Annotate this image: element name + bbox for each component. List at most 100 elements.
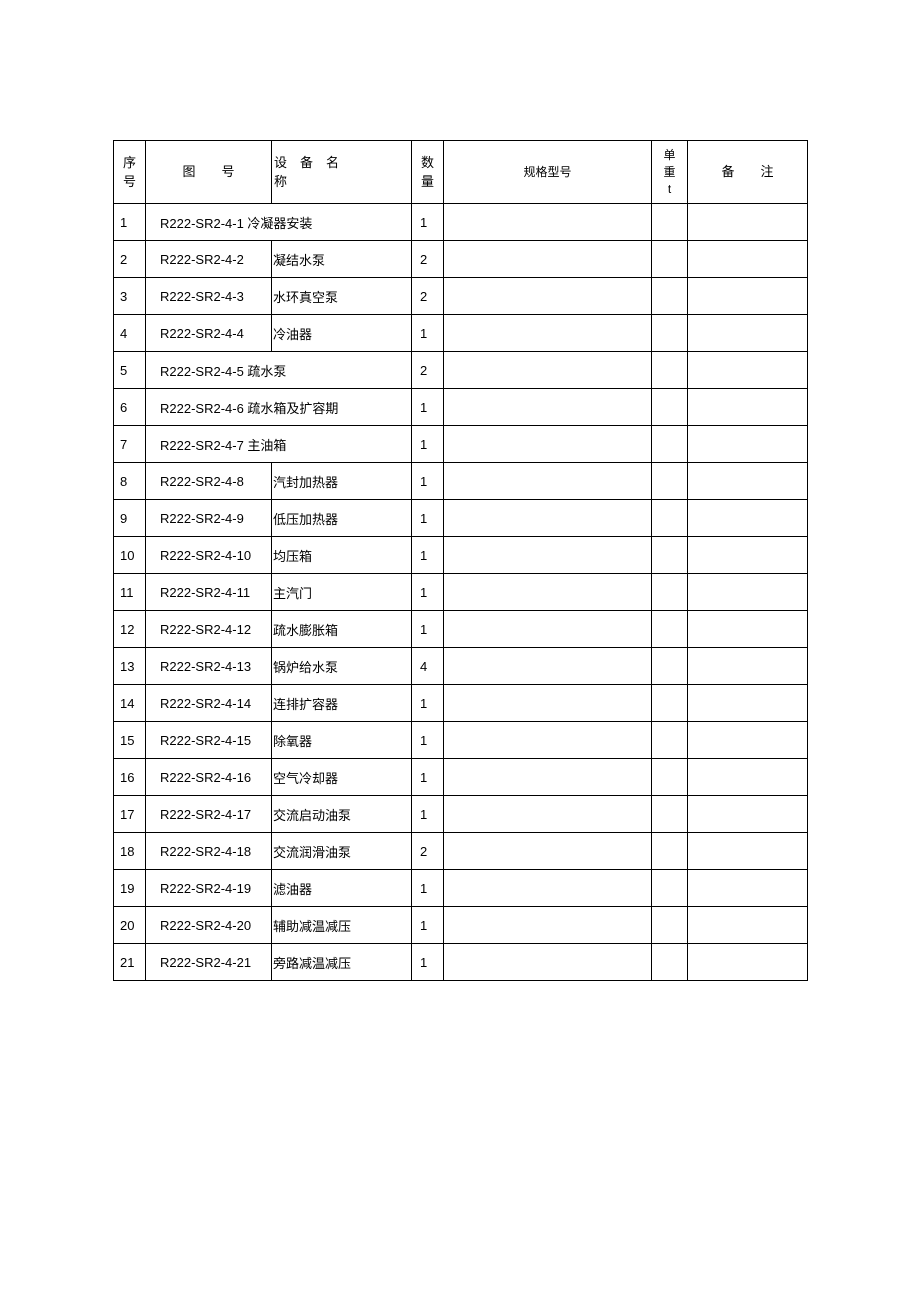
cell-name: 水环真空泵 <box>272 278 412 315</box>
cell-qty: 1 <box>412 685 444 722</box>
cell-qty: 1 <box>412 389 444 426</box>
cell-seq: 19 <box>114 870 146 907</box>
cell-drawing: R222-SR2-4-4 <box>146 315 272 352</box>
cell-remark <box>688 870 808 907</box>
cell-remark <box>688 944 808 981</box>
cell-seq: 16 <box>114 759 146 796</box>
cell-qty: 1 <box>412 500 444 537</box>
table-row: 13R222-SR2-4-13锅炉给水泵4 <box>114 648 808 685</box>
header-remark: 备 注 <box>688 141 808 204</box>
cell-drawing: R222-SR2-4-10 <box>146 537 272 574</box>
cell-spec <box>444 537 652 574</box>
table-row: 2R222-SR2-4-2凝结水泵2 <box>114 241 808 278</box>
cell-spec <box>444 426 652 463</box>
cell-qty: 1 <box>412 759 444 796</box>
header-drawing: 图 号 <box>146 141 272 204</box>
cell-seq: 11 <box>114 574 146 611</box>
cell-spec <box>444 463 652 500</box>
cell-spec <box>444 833 652 870</box>
cell-spec <box>444 352 652 389</box>
cell-drawing: R222-SR2-4-20 <box>146 907 272 944</box>
table-row: 17R222-SR2-4-17交流启动油泵1 <box>114 796 808 833</box>
cell-qty: 1 <box>412 537 444 574</box>
cell-drawing: R222-SR2-4-17 <box>146 796 272 833</box>
cell-weight <box>652 315 688 352</box>
cell-spec <box>444 870 652 907</box>
cell-qty: 1 <box>412 574 444 611</box>
cell-seq: 17 <box>114 796 146 833</box>
table-row: 7R222-SR2-4-7 主油箱1 <box>114 426 808 463</box>
cell-seq: 4 <box>114 315 146 352</box>
cell-weight <box>652 611 688 648</box>
cell-spec <box>444 685 652 722</box>
cell-seq: 21 <box>114 944 146 981</box>
cell-drawing: R222-SR2-4-13 <box>146 648 272 685</box>
cell-drawing-name-merged: R222-SR2-4-5 疏水泵 <box>146 352 412 389</box>
cell-seq: 13 <box>114 648 146 685</box>
cell-remark <box>688 278 808 315</box>
cell-spec <box>444 315 652 352</box>
cell-qty: 1 <box>412 204 444 241</box>
cell-drawing: R222-SR2-4-19 <box>146 870 272 907</box>
cell-seq: 5 <box>114 352 146 389</box>
cell-weight <box>652 833 688 870</box>
cell-remark <box>688 907 808 944</box>
cell-drawing: R222-SR2-4-15 <box>146 722 272 759</box>
table-row: 4R222-SR2-4-4冷油器1 <box>114 315 808 352</box>
cell-qty: 2 <box>412 833 444 870</box>
cell-name: 低压加热器 <box>272 500 412 537</box>
cell-name: 辅助减温减压 <box>272 907 412 944</box>
cell-remark <box>688 833 808 870</box>
cell-seq: 20 <box>114 907 146 944</box>
cell-remark <box>688 463 808 500</box>
table-row: 11R222-SR2-4-11主汽门1 <box>114 574 808 611</box>
cell-remark <box>688 204 808 241</box>
header-spec: 规格型号 <box>444 141 652 204</box>
cell-spec <box>444 648 652 685</box>
cell-seq: 1 <box>114 204 146 241</box>
cell-weight <box>652 796 688 833</box>
cell-drawing: R222-SR2-4-8 <box>146 463 272 500</box>
cell-spec <box>444 796 652 833</box>
cell-remark <box>688 722 808 759</box>
cell-drawing: R222-SR2-4-2 <box>146 241 272 278</box>
table-body: 1R222-SR2-4-1 冷凝器安装12R222-SR2-4-2凝结水泵23R… <box>114 204 808 981</box>
cell-spec <box>444 722 652 759</box>
header-seq: 序号 <box>114 141 146 204</box>
cell-drawing: R222-SR2-4-21 <box>146 944 272 981</box>
cell-drawing-name-merged: R222-SR2-4-7 主油箱 <box>146 426 412 463</box>
cell-remark <box>688 759 808 796</box>
cell-weight <box>652 759 688 796</box>
cell-name: 疏水膨胀箱 <box>272 611 412 648</box>
cell-name: 均压箱 <box>272 537 412 574</box>
cell-spec <box>444 241 652 278</box>
table-row: 18R222-SR2-4-18交流润滑油泵2 <box>114 833 808 870</box>
cell-weight <box>652 537 688 574</box>
cell-weight <box>652 241 688 278</box>
cell-qty: 1 <box>412 463 444 500</box>
cell-weight <box>652 574 688 611</box>
table-row: 8R222-SR2-4-8汽封加热器1 <box>114 463 808 500</box>
cell-weight <box>652 352 688 389</box>
cell-remark <box>688 241 808 278</box>
cell-seq: 7 <box>114 426 146 463</box>
cell-remark <box>688 611 808 648</box>
cell-qty: 1 <box>412 426 444 463</box>
cell-weight <box>652 685 688 722</box>
cell-name: 除氧器 <box>272 722 412 759</box>
cell-remark <box>688 685 808 722</box>
cell-drawing: R222-SR2-4-9 <box>146 500 272 537</box>
header-name: 设 备 名称 <box>272 141 412 204</box>
cell-name: 旁路减温减压 <box>272 944 412 981</box>
cell-name: 主汽门 <box>272 574 412 611</box>
cell-seq: 8 <box>114 463 146 500</box>
cell-remark <box>688 352 808 389</box>
cell-qty: 1 <box>412 944 444 981</box>
cell-name: 锅炉给水泵 <box>272 648 412 685</box>
cell-remark <box>688 500 808 537</box>
table-row: 6R222-SR2-4-6 疏水箱及扩容期1 <box>114 389 808 426</box>
table-row: 12R222-SR2-4-12疏水膨胀箱1 <box>114 611 808 648</box>
cell-drawing: R222-SR2-4-11 <box>146 574 272 611</box>
cell-qty: 1 <box>412 796 444 833</box>
cell-qty: 2 <box>412 241 444 278</box>
